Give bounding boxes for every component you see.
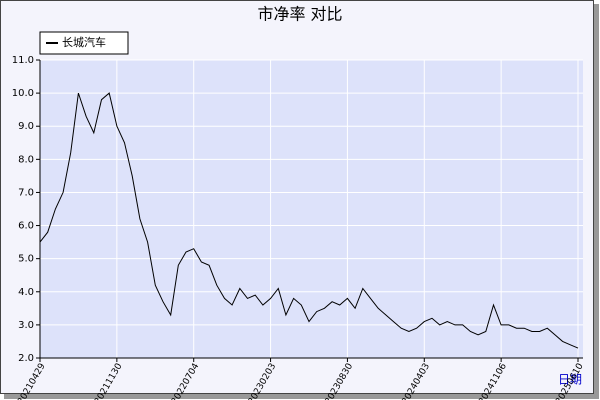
y-tick-label: 7.0 [18,187,34,198]
y-tick-label: 5.0 [18,254,34,265]
y-tick-label: 3.0 [18,320,34,331]
line-series [39,92,579,349]
y-tick-label: 2.0 [18,353,34,364]
y-tick-label: 6.0 [18,221,34,232]
shadow [4,394,599,399]
legend-label: 长城汽车 [62,35,106,49]
y-tick-label: 9.0 [18,121,34,132]
chart-title: 市净率 对比 [257,5,342,24]
y-tick-label: 4.0 [18,287,34,298]
x-axis-label: 日期 [558,373,582,387]
y-tick-label: 8.0 [18,154,34,165]
legend-box [39,31,129,55]
shadow [594,4,599,398]
y-tick-label: 10.0 [12,88,34,99]
y-tick-label: 11.0 [12,55,34,66]
